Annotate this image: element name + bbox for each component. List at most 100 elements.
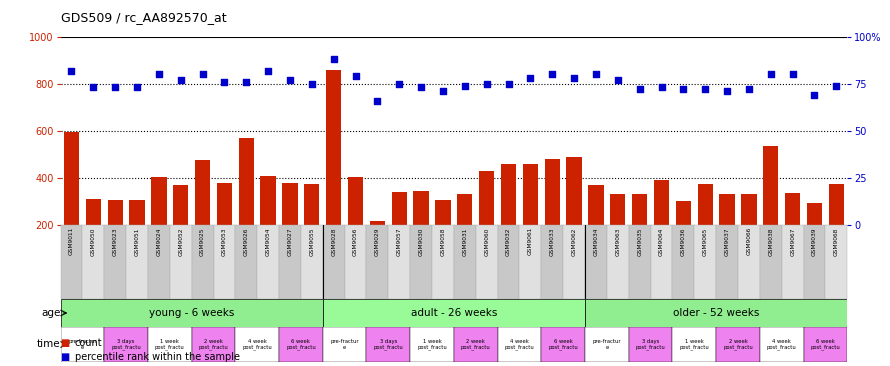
- Point: [414, 85, 428, 90]
- Text: GSM9062: GSM9062: [571, 227, 577, 255]
- Bar: [628, 225, 651, 299]
- Point: [370, 98, 384, 104]
- Bar: [326, 70, 342, 225]
- Text: GSM9030: GSM9030: [418, 227, 424, 256]
- Bar: [476, 225, 498, 299]
- Bar: [432, 225, 454, 299]
- Bar: [673, 326, 716, 362]
- Point: [501, 81, 515, 87]
- Text: young - 6 weeks: young - 6 weeks: [149, 308, 234, 318]
- Bar: [282, 183, 297, 225]
- Bar: [108, 200, 123, 225]
- Point: [392, 81, 407, 87]
- Bar: [588, 185, 603, 225]
- Bar: [807, 203, 822, 225]
- Bar: [435, 200, 450, 225]
- Text: GSM9025: GSM9025: [200, 227, 205, 256]
- Text: GSM9056: GSM9056: [353, 227, 358, 255]
- Bar: [628, 326, 673, 362]
- Bar: [760, 225, 781, 299]
- Bar: [304, 184, 320, 225]
- Point: [283, 77, 297, 83]
- Point: [64, 68, 78, 74]
- Bar: [323, 326, 367, 362]
- Text: GSM9061: GSM9061: [528, 227, 533, 255]
- Text: 4 week
post_fractu: 4 week post_fractu: [767, 339, 797, 350]
- Text: percentile rank within the sample: percentile rank within the sample: [75, 352, 239, 362]
- Text: time: time: [36, 340, 61, 350]
- Bar: [126, 225, 148, 299]
- Bar: [585, 225, 607, 299]
- Bar: [566, 157, 582, 225]
- Bar: [498, 225, 520, 299]
- Bar: [61, 225, 83, 299]
- Bar: [410, 225, 432, 299]
- Point: [174, 77, 188, 83]
- Bar: [454, 225, 476, 299]
- Bar: [498, 326, 541, 362]
- Point: [239, 79, 254, 85]
- Bar: [804, 326, 847, 362]
- Text: 6 week
post_fractu: 6 week post_fractu: [286, 339, 316, 350]
- Text: pre-fractur
e: pre-fractur e: [330, 339, 359, 350]
- Point: [698, 86, 712, 92]
- Bar: [414, 191, 429, 225]
- Bar: [323, 299, 585, 326]
- Text: GSM9053: GSM9053: [222, 227, 227, 256]
- Text: GSM9037: GSM9037: [724, 227, 730, 256]
- Text: GSM9039: GSM9039: [812, 227, 817, 256]
- Text: GSM9028: GSM9028: [331, 227, 336, 256]
- Bar: [279, 225, 301, 299]
- Bar: [239, 138, 254, 225]
- Point: [457, 83, 472, 89]
- Text: 3 days
post_fractu: 3 days post_fractu: [374, 339, 403, 350]
- Point: [261, 68, 275, 74]
- Bar: [214, 225, 235, 299]
- Text: 1 week
post_fractu: 1 week post_fractu: [679, 339, 709, 350]
- Text: GSM9058: GSM9058: [441, 227, 446, 256]
- Point: [676, 86, 691, 92]
- Text: 3 days
post_fractu: 3 days post_fractu: [635, 339, 666, 350]
- Bar: [301, 225, 323, 299]
- Point: [151, 71, 166, 77]
- Bar: [611, 194, 626, 225]
- Bar: [716, 225, 738, 299]
- Bar: [151, 177, 166, 225]
- Point: [196, 71, 210, 77]
- Bar: [195, 160, 210, 225]
- Point: [217, 79, 231, 85]
- Bar: [279, 326, 323, 362]
- Text: 6 week
post_fractu: 6 week post_fractu: [811, 339, 840, 350]
- Bar: [388, 225, 410, 299]
- Text: GSM9064: GSM9064: [659, 227, 664, 255]
- Bar: [257, 225, 279, 299]
- Text: GSM9067: GSM9067: [790, 227, 795, 255]
- Bar: [61, 326, 104, 362]
- Bar: [410, 326, 454, 362]
- Text: older - 52 weeks: older - 52 weeks: [673, 308, 759, 318]
- Text: GSM9038: GSM9038: [768, 227, 773, 256]
- Bar: [694, 225, 716, 299]
- Point: [436, 88, 450, 94]
- Text: GSM9026: GSM9026: [244, 227, 249, 255]
- Text: GSM9011: GSM9011: [69, 227, 74, 255]
- Text: 2 week
post_fractu: 2 week post_fractu: [461, 339, 490, 350]
- Text: 2 week
post_fractu: 2 week post_fractu: [198, 339, 229, 350]
- Bar: [369, 221, 385, 225]
- Bar: [585, 326, 628, 362]
- Bar: [781, 225, 804, 299]
- Text: GSM9031: GSM9031: [462, 227, 467, 255]
- Point: [348, 73, 363, 79]
- Bar: [348, 177, 363, 225]
- Point: [654, 85, 668, 90]
- Bar: [367, 326, 410, 362]
- Text: GSM9035: GSM9035: [637, 227, 643, 256]
- Bar: [632, 194, 647, 225]
- Text: GSM9060: GSM9060: [484, 227, 490, 255]
- Text: GSM9029: GSM9029: [375, 227, 380, 256]
- Bar: [676, 201, 691, 225]
- Point: [480, 81, 494, 87]
- Point: [86, 85, 101, 90]
- Bar: [148, 225, 170, 299]
- Bar: [563, 225, 585, 299]
